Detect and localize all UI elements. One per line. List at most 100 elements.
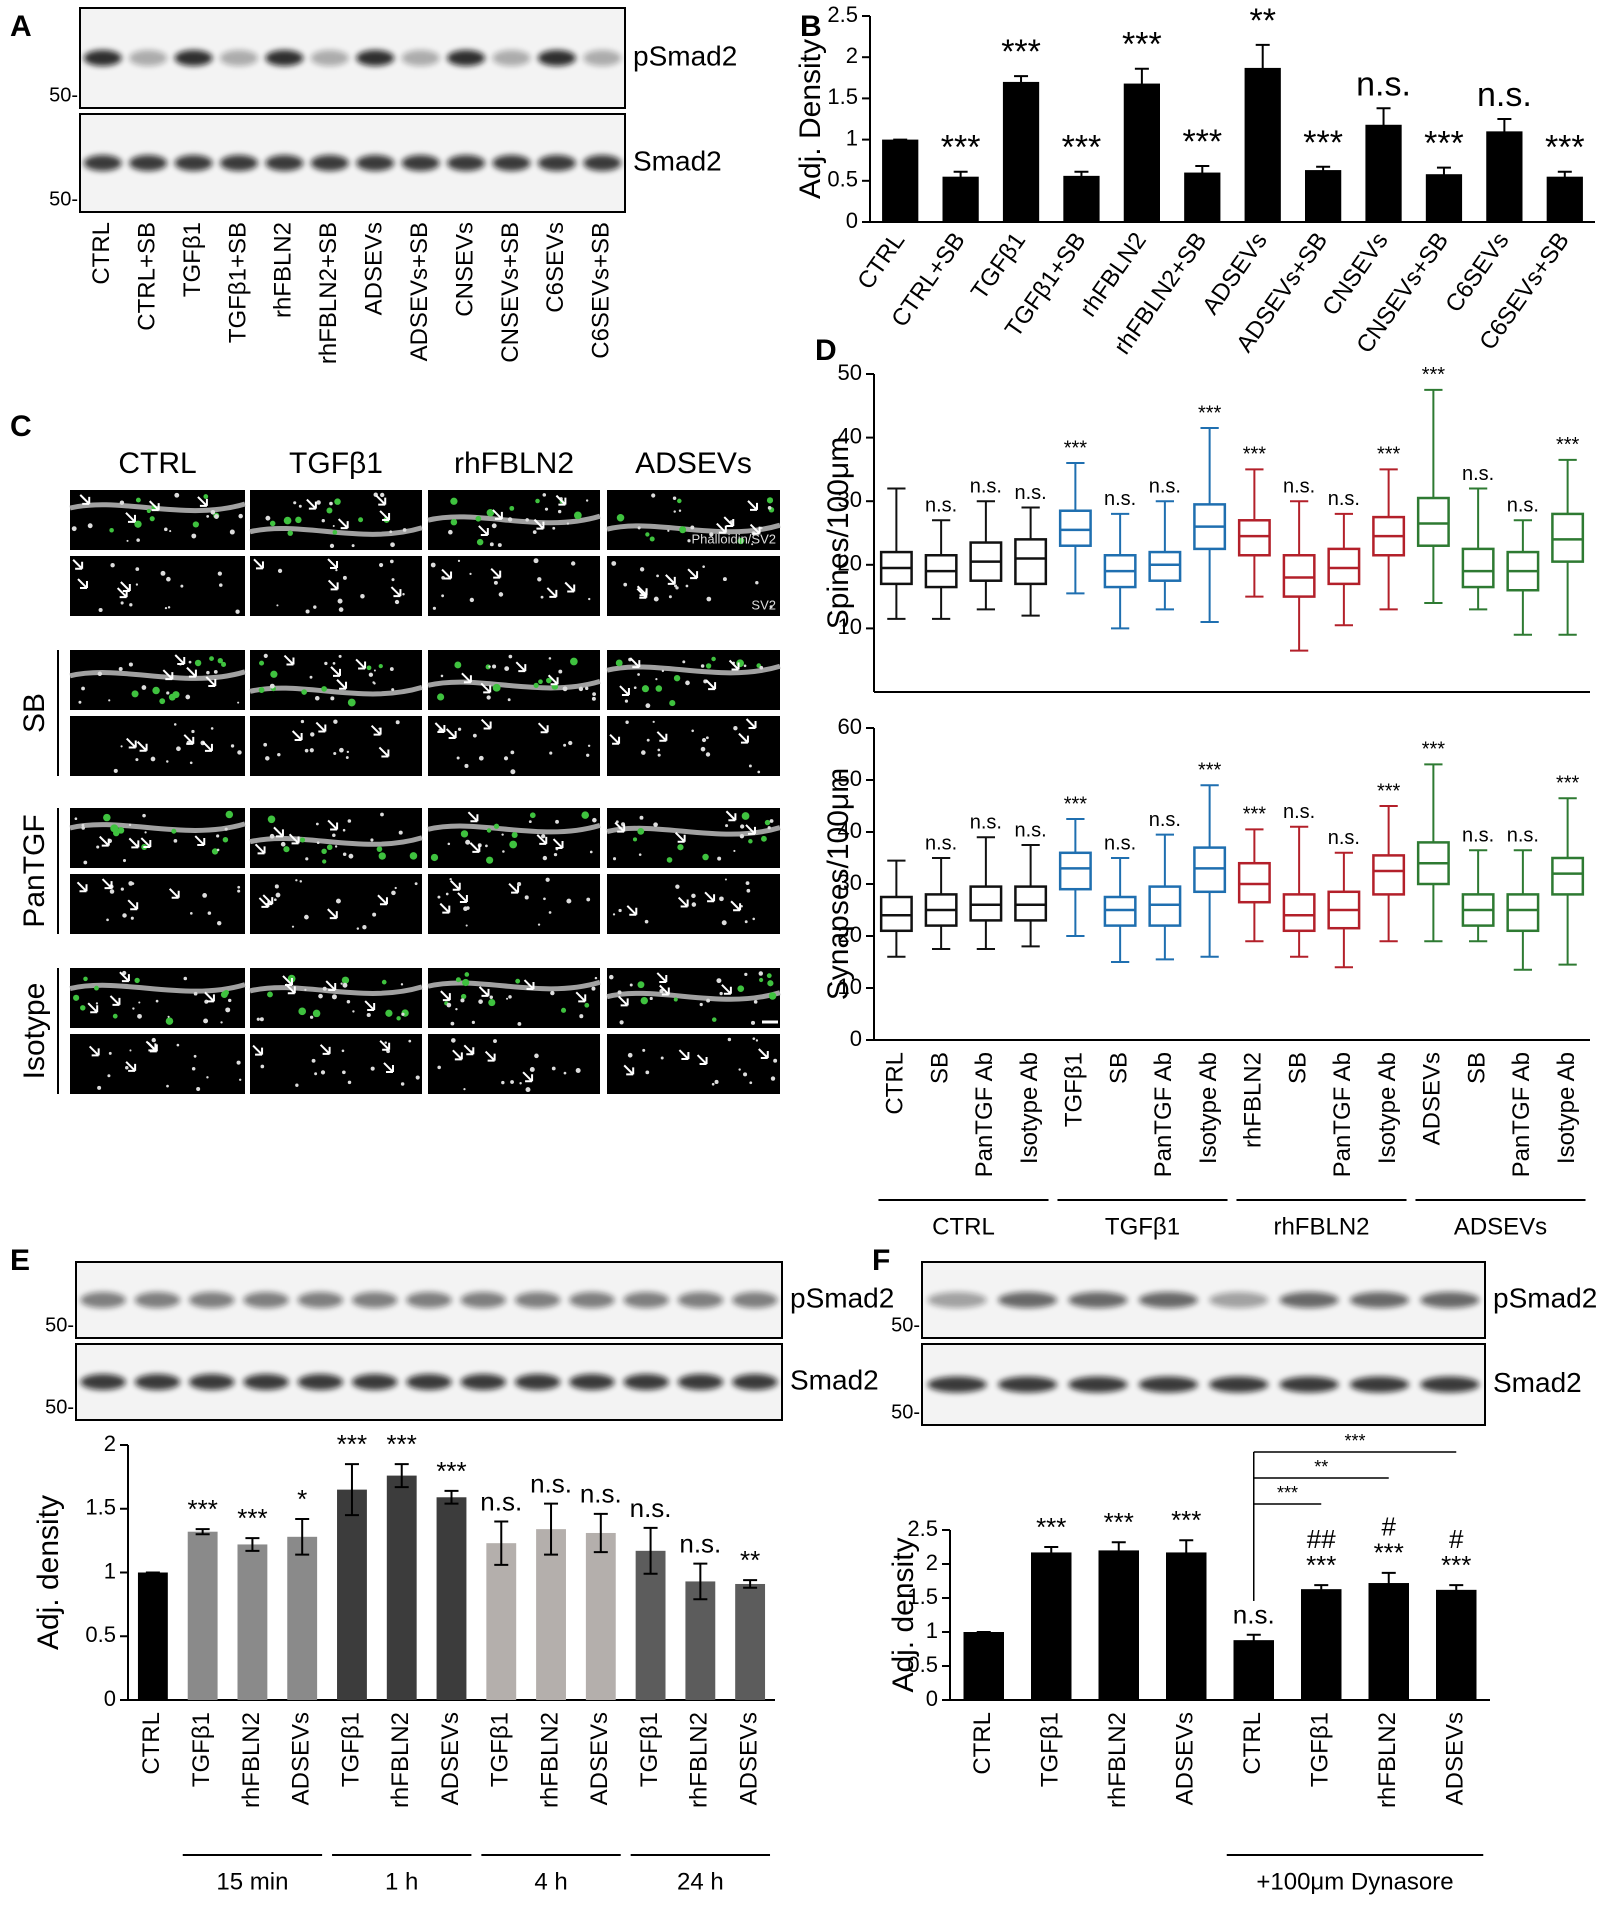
arrow — [327, 819, 339, 831]
puncta — [280, 841, 286, 847]
significance-label: *** — [436, 1456, 466, 1486]
column-header: CTRL — [118, 447, 196, 480]
arrow — [440, 990, 451, 1002]
significance-label: *** — [1556, 772, 1580, 794]
puncta — [769, 819, 774, 823]
puncta — [653, 822, 658, 827]
protein-band — [406, 1292, 452, 1308]
micrograph-field — [607, 1034, 780, 1094]
puncta — [180, 584, 184, 588]
x-tick-label: ADSEVs — [586, 1712, 613, 1805]
puncta — [304, 988, 307, 991]
significance-label: *** — [1122, 26, 1162, 64]
puncta — [400, 1082, 405, 1086]
whisker — [887, 859, 906, 958]
puncta — [166, 760, 169, 763]
synapse-dot — [287, 530, 293, 536]
puncta — [263, 653, 268, 658]
protein-band — [623, 1292, 670, 1308]
puncta — [719, 896, 724, 902]
puncta — [493, 580, 498, 585]
arrow — [452, 1049, 463, 1061]
puncta — [611, 561, 617, 566]
puncta — [627, 1052, 633, 1058]
puncta — [324, 661, 328, 666]
puncta — [135, 758, 139, 762]
dendrite — [249, 525, 423, 537]
puncta — [517, 882, 522, 887]
synapse-dot — [511, 831, 518, 839]
synapse-dot — [702, 853, 709, 861]
puncta — [237, 889, 241, 893]
protein-band — [514, 1374, 561, 1390]
dendrite — [427, 822, 601, 835]
arrow — [575, 991, 587, 1003]
puncta — [309, 748, 314, 753]
synapse-dot — [450, 518, 458, 526]
puncta — [277, 752, 281, 757]
puncta — [372, 912, 377, 917]
puncta — [130, 916, 134, 920]
western-blot — [79, 7, 626, 213]
puncta — [332, 662, 336, 665]
puncta — [207, 911, 212, 915]
puncta — [449, 877, 452, 881]
puncta — [491, 523, 497, 529]
puncta — [228, 998, 232, 1003]
synapse-dot — [736, 659, 744, 668]
puncta — [129, 603, 133, 607]
micrograph — [69, 650, 246, 710]
significance-label: *** — [1303, 124, 1343, 162]
error-bar — [1376, 107, 1391, 143]
puncta — [463, 1087, 466, 1091]
puncta — [304, 748, 309, 753]
bar — [1368, 1583, 1409, 1700]
puncta — [259, 1017, 264, 1022]
synapse-dot — [645, 532, 650, 537]
puncta — [391, 688, 395, 692]
puncta — [456, 756, 460, 760]
western-blot — [921, 1261, 1486, 1426]
puncta — [618, 908, 622, 913]
micrograph-field — [607, 808, 780, 868]
significance-label: *** — [1441, 1550, 1471, 1580]
puncta — [542, 855, 548, 861]
puncta — [128, 662, 133, 667]
puncta — [733, 849, 736, 853]
arrow — [705, 679, 717, 691]
arrow — [609, 734, 621, 745]
micrograph-field — [70, 808, 245, 868]
x-tick-label: rhFBLN2 — [238, 1712, 265, 1808]
error-bar — [693, 1562, 708, 1601]
synapse-dot — [225, 810, 234, 819]
blot-membrane — [79, 7, 626, 109]
protein-band — [134, 1292, 181, 1308]
puncta — [537, 577, 542, 582]
arrow — [450, 880, 461, 891]
puncta — [585, 499, 589, 502]
group-label: ADSEVs — [1454, 1213, 1547, 1240]
dendrite — [606, 663, 781, 676]
significance-label: *** — [1306, 1550, 1336, 1580]
synapse-dot — [80, 1005, 86, 1011]
y-axis-label: Spines/100μm — [822, 437, 855, 629]
puncta — [144, 831, 147, 834]
puncta — [657, 753, 661, 757]
arrow — [623, 1064, 635, 1076]
puncta — [118, 666, 123, 671]
puncta — [672, 496, 677, 500]
box — [1327, 547, 1361, 586]
significance-label: *** — [1556, 434, 1580, 456]
micrograph-field — [70, 968, 245, 1028]
puncta — [160, 570, 166, 576]
micrograph — [249, 490, 423, 550]
whisker — [1200, 427, 1219, 624]
y-tick-label: 40 — [838, 423, 862, 448]
puncta — [330, 696, 335, 701]
bar — [337, 1489, 367, 1700]
puncta — [164, 527, 168, 532]
bar — [963, 1632, 1004, 1700]
puncta — [120, 745, 123, 748]
x-tick-label: TGFβ1 — [1307, 1712, 1334, 1787]
puncta — [682, 660, 686, 664]
